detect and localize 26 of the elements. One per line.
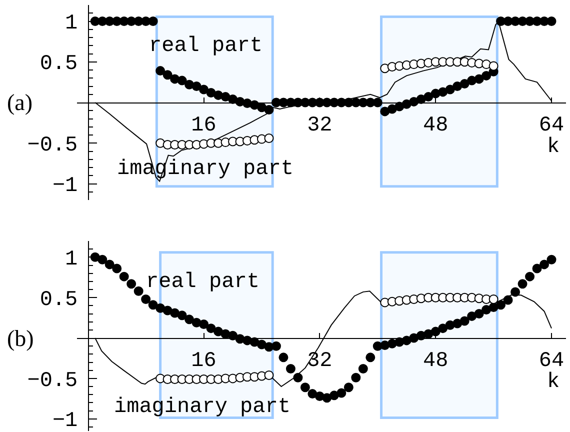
x-tick-label: 32 (307, 114, 332, 138)
x-tick-label: 16 (191, 350, 216, 374)
y-tick-label: −1 (52, 175, 78, 198)
point (488, 294, 498, 304)
y-tick-label: 0.5 (40, 288, 78, 312)
y-tick-label: 0.5 (40, 53, 78, 76)
series-label: imaginary part (114, 396, 290, 419)
y-tick-label: 1 (65, 248, 78, 272)
point (488, 61, 498, 71)
y-tick-label: 1 (65, 12, 78, 36)
series-label: real part (149, 35, 262, 58)
point (264, 134, 274, 143)
x-tick-label: 48 (422, 350, 448, 374)
y-tick-label: −0.5 (27, 370, 78, 393)
x-tick-label: 64 (538, 114, 564, 138)
series-label: real part (146, 271, 260, 294)
text: (b) (7, 326, 34, 351)
x-tick-label: 48 (422, 114, 448, 138)
x-axis-title: k (547, 371, 560, 394)
y-tick-label: −1 (52, 410, 78, 432)
point (264, 370, 274, 380)
x-axis-title: k (547, 136, 560, 159)
text: (a) (7, 90, 33, 115)
y-tick-label: −0.5 (27, 134, 78, 158)
x-tick-label: 16 (191, 114, 216, 138)
x-tick-label: 32 (307, 350, 332, 374)
